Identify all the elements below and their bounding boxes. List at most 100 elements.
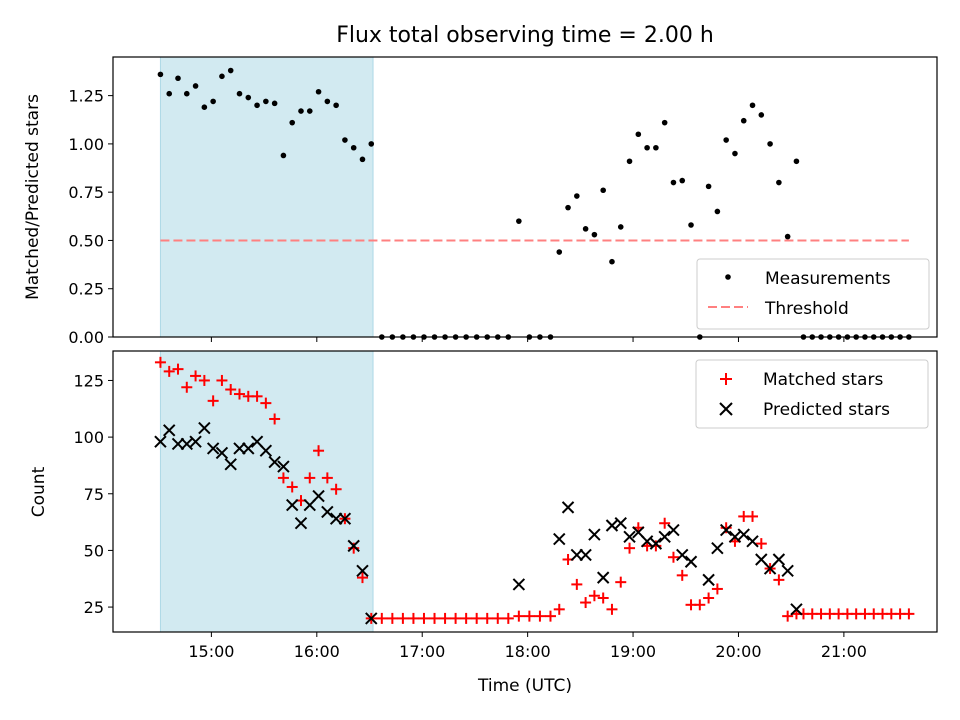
predicted-star-point xyxy=(356,564,369,578)
y-tick-label: 0.25 xyxy=(68,280,104,299)
predicted-marker-b xyxy=(596,571,610,584)
predicted-star-point xyxy=(746,535,759,548)
count-panel: 25 50 75 100 125 15:00 16:00 17:00 18:00 19:00 20… xyxy=(29,350,938,696)
predicted-star-points xyxy=(154,421,803,625)
x-tick-label: 18:00 xyxy=(505,642,551,661)
predicted-marker-b xyxy=(632,526,645,539)
matched-star-point xyxy=(251,390,263,402)
predicted-marker-b xyxy=(198,421,211,435)
matched-star-point xyxy=(313,445,325,457)
predicted-star-point xyxy=(605,519,619,532)
measurement-point xyxy=(183,90,190,97)
predicted-marker-b xyxy=(321,505,334,519)
measurement-point xyxy=(784,233,791,240)
predicted-marker-b xyxy=(250,435,264,448)
predicted-star-point xyxy=(684,555,698,568)
predicted-marker-b xyxy=(570,548,584,562)
matched-star-point xyxy=(450,612,462,624)
x-tick-label: 20:00 xyxy=(715,642,761,661)
measurement-point xyxy=(359,156,366,163)
measurement-point xyxy=(289,119,296,126)
matched-star-point xyxy=(502,612,514,624)
measurement-point xyxy=(280,152,287,159)
y-tick-label: 0.75 xyxy=(68,183,104,202)
predicted-marker-b xyxy=(347,539,360,553)
predicted-marker-b xyxy=(737,528,750,541)
predicted-star-point xyxy=(711,541,724,555)
measurement-point xyxy=(324,98,331,105)
predicted-marker-b xyxy=(728,530,742,544)
measurement-point xyxy=(219,73,225,80)
matched-star-point xyxy=(694,599,706,611)
measurement-point xyxy=(201,104,208,111)
count-x-axis: 15:00 16:00 17:00 18:00 19:00 20:00 21:00 xyxy=(188,632,867,661)
predicted-marker-b xyxy=(676,548,689,562)
y-tick-label: 100 xyxy=(73,428,104,447)
measurement-point xyxy=(210,98,216,105)
matched-star-point xyxy=(523,610,535,622)
predicted-star-point xyxy=(676,548,689,562)
matched-star-point xyxy=(903,608,915,620)
predicted-marker-b xyxy=(579,548,592,562)
measurement-point xyxy=(793,158,800,165)
matched-star-point xyxy=(172,363,184,375)
predicted-star-point xyxy=(268,455,281,469)
predicted-star-point xyxy=(259,444,273,457)
predicted-marker-b xyxy=(189,435,202,448)
predicted-marker-b xyxy=(338,512,352,525)
matched-star-point xyxy=(286,481,298,493)
y-tick-label: 0.00 xyxy=(68,328,104,347)
count-legend: Matched stars Predicted stars xyxy=(695,359,929,429)
measurement-point xyxy=(617,224,624,230)
predicted-marker-b xyxy=(711,541,724,555)
matched-star-point xyxy=(225,384,237,396)
predicted-star-point xyxy=(294,517,308,530)
matched-star-point xyxy=(460,612,472,624)
predicted-star-point xyxy=(772,553,786,566)
matched-star-point xyxy=(676,569,688,581)
measurement-point xyxy=(192,83,199,89)
measurement-point xyxy=(227,67,234,74)
y-tick-label: 50 xyxy=(84,541,104,560)
matched-star-point xyxy=(615,576,627,588)
measurement-point xyxy=(368,141,375,147)
legend-predicted-marker xyxy=(719,402,733,416)
legend-matched-label: Matched stars xyxy=(763,370,883,390)
legend-measurements-label: Measurements xyxy=(765,269,891,289)
predicted-star-point xyxy=(649,537,663,550)
predicted-star-point xyxy=(171,437,185,451)
ratio-x-ticks xyxy=(210,337,845,342)
predicted-marker-b xyxy=(684,555,698,568)
predicted-marker-b xyxy=(224,458,237,471)
matched-star-point xyxy=(269,413,281,425)
measurement-point xyxy=(661,119,668,126)
matched-star-point xyxy=(207,395,219,407)
measurement-point xyxy=(723,137,729,143)
predicted-star-point xyxy=(667,523,680,537)
measurement-point xyxy=(574,193,580,199)
predicted-star-point xyxy=(781,564,794,578)
predicted-star-point xyxy=(285,498,299,512)
predicted-star-point xyxy=(224,458,237,471)
matched-star-point xyxy=(397,612,409,624)
observing-window-shade-bottom xyxy=(159,350,374,633)
predicted-star-point xyxy=(321,505,334,519)
measurement-point xyxy=(298,108,304,114)
measurement-point xyxy=(679,177,686,184)
predicted-marker-b xyxy=(171,437,185,451)
predicted-marker-b xyxy=(294,517,308,530)
predicted-star-point xyxy=(189,435,202,448)
legend-matched-marker xyxy=(720,373,732,385)
predicted-marker-b xyxy=(746,535,759,548)
matched-star-point xyxy=(597,592,609,604)
matched-star-point xyxy=(571,578,583,590)
matched-star-point xyxy=(588,590,600,602)
ratio-panel: 0.00 0.25 0.50 0.75 1.00 1.25 Matched/Predict… xyxy=(23,56,938,347)
matched-star-point xyxy=(190,370,202,382)
predicted-marker-b xyxy=(206,442,220,455)
count-panel-frame xyxy=(112,350,938,633)
ratio-legend: Measurements Threshold xyxy=(696,258,930,330)
y-tick-label: 1.25 xyxy=(68,87,104,106)
ratio-panel-frame xyxy=(112,56,938,338)
